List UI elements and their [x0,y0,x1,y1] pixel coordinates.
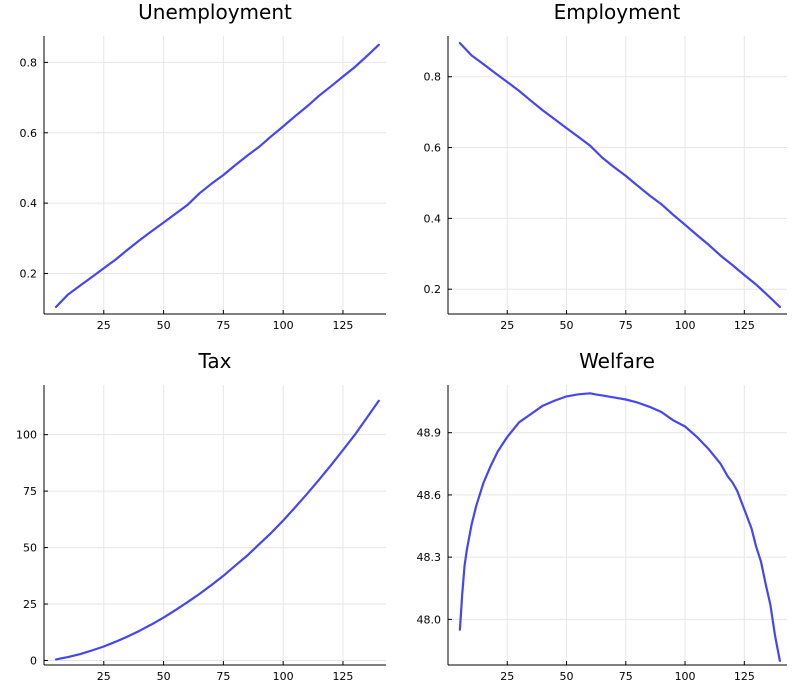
tax-x-tick-label: 50 [157,670,171,683]
tax-x-tick-label: 125 [332,670,353,683]
unemployment-series-line [54,43,380,309]
employment-chart: 25 50 75 100 125 0.2 0.4 0.6 0.8 Employment [424,0,787,332]
employment-x-tick-label: 25 [500,319,514,332]
employment-y-tick-label: 0.8 [424,71,442,84]
tax-series-line [54,399,380,661]
employment-x-tick-label: 50 [560,319,574,332]
welfare-x-tick-label: 75 [619,670,633,683]
tax-y-tick-label: 0 [30,654,37,667]
welfare-x-tick-label: 100 [675,670,696,683]
welfare-y-tick-label: 48.6 [417,489,442,502]
unemployment-x-tick-label: 75 [216,319,230,332]
employment-x-tick-label: 125 [734,319,755,332]
tax-x-tick-label: 75 [216,670,230,683]
unemployment-x-tick-label: 50 [157,319,171,332]
employment-x-tick-label: 100 [675,319,696,332]
unemployment-y-tick-label: 0.8 [20,56,38,69]
tax-y-tick-label: 25 [23,598,37,611]
unemployment-chart: 25 50 75 100 125 0.2 0.4 0.6 0.8 Unemployment [20,0,386,332]
unemployment-title: Unemployment [138,0,292,24]
tax-y-tick-label: 50 [23,542,37,555]
welfare-chart: 25 50 75 100 125 48.0 48.3 48.6 48.9 Welfare [417,349,787,683]
tax-x-tick-label: 100 [273,670,294,683]
welfare-x-tick-label: 125 [734,670,755,683]
welfare-y-tick-label: 48.9 [417,427,442,440]
tax-y-tick-label: 100 [16,429,37,442]
employment-y-tick-label: 0.4 [424,212,442,225]
employment-y-tick-label: 0.6 [424,142,442,155]
tax-title: Tax [198,349,232,373]
employment-series-line [458,41,782,308]
welfare-y-tick-label: 48.0 [417,613,442,626]
unemployment-x-tick-label: 100 [273,319,294,332]
employment-y-tick-label: 0.2 [424,283,442,296]
welfare-x-tick-label: 25 [500,670,514,683]
unemployment-y-tick-label: 0.4 [20,197,38,210]
unemployment-y-tick-label: 0.6 [20,127,38,140]
employment-x-tick-label: 75 [619,319,633,332]
welfare-y-tick-label: 48.3 [417,551,442,564]
welfare-title: Welfare [579,349,655,373]
unemployment-x-tick-label: 25 [97,319,111,332]
tax-y-tick-label: 75 [23,485,37,498]
unemployment-y-tick-label: 0.2 [20,268,38,281]
employment-title: Employment [554,0,681,24]
tax-x-tick-label: 25 [97,670,111,683]
welfare-x-tick-label: 50 [560,670,574,683]
unemployment-x-tick-label: 125 [332,319,353,332]
welfare-series-line [458,392,782,663]
tax-chart: 25 50 75 100 125 0 25 50 75 100 Tax [16,349,386,683]
